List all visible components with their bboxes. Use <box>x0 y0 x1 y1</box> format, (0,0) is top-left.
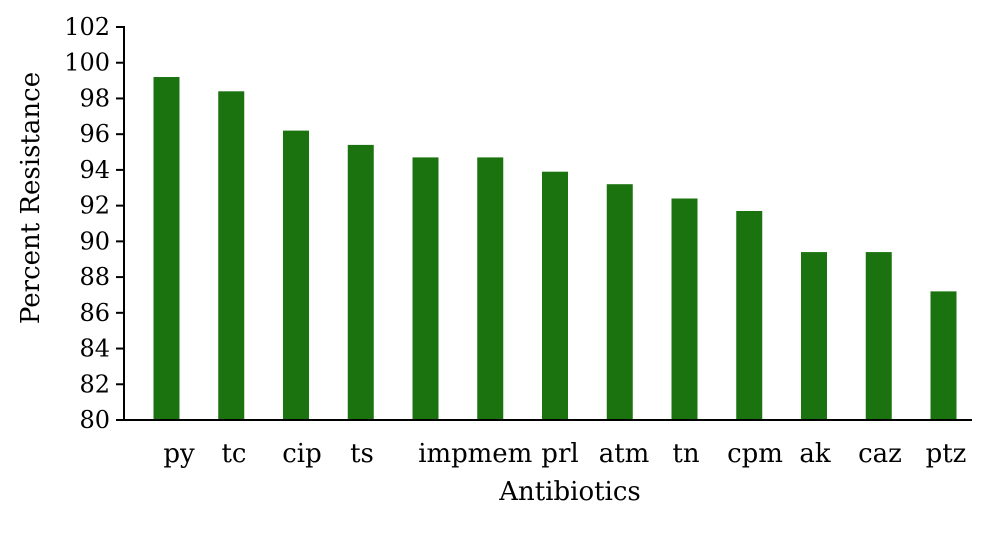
x-ticks-group: py tc cip ts imp mem prl atm tn cpm ak caz ptz <box>163 439 966 469</box>
y-tick-label: 82 <box>79 370 110 398</box>
bar-imp <box>412 157 439 420</box>
x-tick-label-cip: cip <box>282 439 322 469</box>
x-tick-label-tc: tc <box>221 439 246 469</box>
x-tick-label-ptz: ptz <box>926 439 967 469</box>
y-tick-label: 88 <box>79 263 110 291</box>
bar-tc <box>218 91 245 420</box>
y-tick-label: 80 <box>79 406 110 434</box>
y-tick-label: 100 <box>64 49 110 77</box>
bar-atm <box>606 184 633 420</box>
x-tick-label-caz: caz <box>858 439 902 469</box>
bars-group <box>153 77 957 421</box>
y-axis-title: Percent Resistance <box>16 72 46 324</box>
bar-cpm <box>736 211 763 420</box>
y-tick-label: 102 <box>64 13 110 41</box>
x-tick-label-py: py <box>163 439 195 469</box>
x-tick-label-tn: tn <box>672 439 699 469</box>
y-tick-label: 98 <box>79 84 110 112</box>
bar-ak <box>801 252 827 420</box>
x-tick-label-prl: prl <box>541 439 578 469</box>
bar-ts <box>347 144 374 420</box>
bar-py <box>153 77 180 421</box>
bar-ptz <box>930 291 957 420</box>
bar-tn <box>671 198 698 420</box>
x-tick-label-cpm: cpm <box>727 439 783 469</box>
y-tick-label: 90 <box>79 227 110 255</box>
bar-mem <box>477 157 504 420</box>
bar-cip <box>283 130 309 421</box>
x-tick-label-ak: ak <box>799 439 831 469</box>
y-ticks-group: 80 82 84 86 88 90 92 94 96 98 100 102 <box>64 13 124 434</box>
bar-caz <box>865 252 892 420</box>
x-axis-title: Antibiotics <box>498 477 641 507</box>
y-tick-label: 86 <box>79 299 110 327</box>
bar-prl <box>542 171 568 420</box>
y-tick-label: 84 <box>79 335 110 363</box>
y-tick-label: 94 <box>79 156 110 184</box>
y-tick-label: 92 <box>79 192 110 220</box>
x-tick-label-ts: ts <box>350 439 374 469</box>
y-tick-label: 96 <box>79 120 110 148</box>
x-tick-label-imp: imp <box>418 439 468 469</box>
x-tick-label-atm: atm <box>599 439 650 469</box>
x-tick-label-mem: mem <box>468 439 533 469</box>
